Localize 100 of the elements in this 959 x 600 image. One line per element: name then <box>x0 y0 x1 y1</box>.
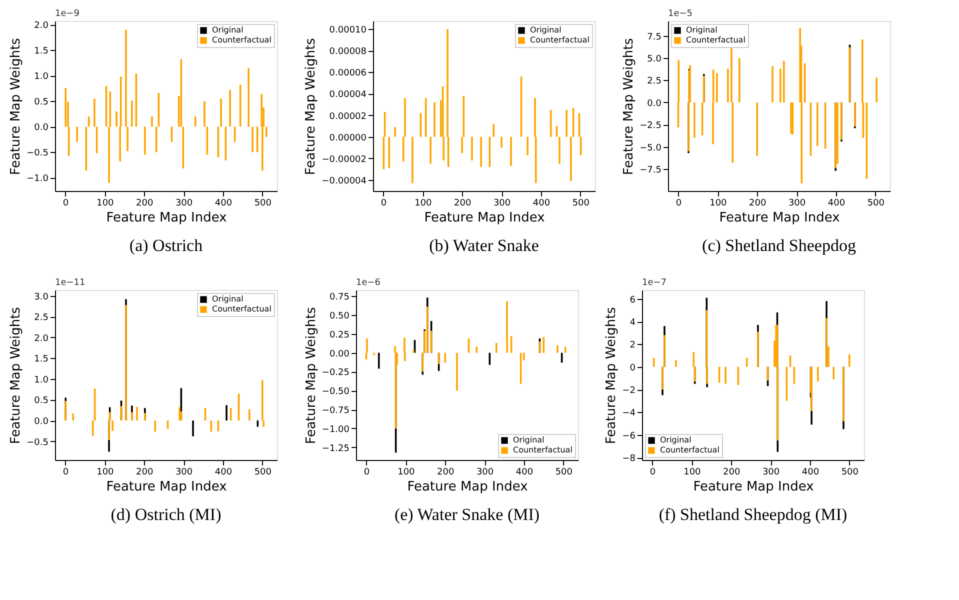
y-tick-label: −0.00002 <box>322 154 366 165</box>
x-tick-label: 100 <box>96 468 114 478</box>
legend-label: Counterfactual <box>660 446 720 454</box>
legend-label: Original <box>530 26 562 34</box>
legend-label: Original <box>660 436 692 444</box>
y-tick-label: −0.5 <box>26 148 48 159</box>
y-tick-label: 0.5 <box>34 396 48 406</box>
text: 1e−6 <box>356 278 381 288</box>
legend-label: Original <box>212 26 244 34</box>
x-axis-title: Feature Map Index <box>106 480 228 494</box>
y-tick-label: 0.50 <box>329 311 350 322</box>
y-axis-title: Feature Map Weights <box>304 306 319 444</box>
y-tick-label: 1.0 <box>34 72 49 82</box>
text: (a) Ostrich <box>129 236 204 255</box>
x-tick-label: 200 <box>749 198 766 208</box>
x-axis-title: Feature Map Index <box>106 210 228 226</box>
y-tick-label: 0.00002 <box>329 112 366 122</box>
x-tick-label: 200 <box>136 198 154 208</box>
y-tick-label: 0 <box>630 363 636 374</box>
x-tick-label: 0 <box>62 468 69 478</box>
y-tick-label: 0.00000 <box>329 133 367 144</box>
y-tick-label: 0.00010 <box>329 26 367 36</box>
x-tick-label: 200 <box>437 468 454 478</box>
y-tick-label: 0.25 <box>329 330 350 340</box>
x-tick-label: 300 <box>788 198 806 208</box>
x-tick-label: 500 <box>555 468 573 478</box>
y-tick-label: −0.00004 <box>322 176 367 186</box>
legend-label: Original <box>686 26 718 34</box>
y-tick-label: 2.5 <box>647 76 662 87</box>
y-tick-label: −8 <box>622 454 636 464</box>
x-tick-label: 100 <box>96 198 114 208</box>
x-tick-label: 500 <box>254 198 272 208</box>
text: (b) Water Snake <box>429 236 539 255</box>
x-tick-label: 100 <box>414 198 432 208</box>
y-tick-label: 0.0 <box>34 417 49 428</box>
text: 1e−9 <box>55 9 80 19</box>
y-tick-label: 0.00 <box>329 349 350 360</box>
x-axis-title: Feature Map Index <box>693 480 814 494</box>
legend-label: Counterfactual <box>513 446 572 454</box>
x-tick-label: 0 <box>380 198 387 208</box>
y-tick-label: 6 <box>630 295 636 306</box>
y-tick-label: 1.5 <box>34 354 48 365</box>
y-tick-label: 0.75 <box>329 292 350 303</box>
x-tick-label: 300 <box>175 468 193 478</box>
y-tick-label: −4 <box>622 408 636 419</box>
x-axis-title: Feature Map Index <box>719 210 840 226</box>
x-tick-label: 200 <box>723 468 740 478</box>
y-axis-title: Feature Map Weights <box>604 306 620 444</box>
y-tick-label: −2.5 <box>640 121 662 132</box>
y-tick-label: −1.00 <box>322 424 350 435</box>
y-tick-label: −0.5 <box>26 438 48 448</box>
y-tick-label: 2.0 <box>34 21 49 32</box>
text: 1e−5 <box>668 9 693 19</box>
x-tick-label: 400 <box>532 198 550 208</box>
y-tick-label: −0.25 <box>322 368 350 378</box>
x-axis-title: Feature Map Index <box>407 480 528 494</box>
x-tick-label: 500 <box>572 198 590 208</box>
y-tick-label: 0.00006 <box>329 68 367 79</box>
y-tick-label: 0.5 <box>34 98 48 108</box>
y-tick-label: 2 <box>630 340 636 351</box>
x-tick-label: 300 <box>476 468 494 478</box>
y-tick-label: −6 <box>622 431 636 442</box>
x-tick-label: 300 <box>493 198 511 208</box>
y-tick-label: 2.0 <box>34 334 49 344</box>
x-tick-label: 200 <box>454 198 472 208</box>
y-axis-title: Feature Map Weights <box>8 306 24 444</box>
y-tick-label: 3.0 <box>34 292 49 302</box>
text: 1e−11 <box>55 278 86 288</box>
y-tick-label: 2.5 <box>34 313 48 324</box>
x-tick-label: 100 <box>398 468 416 478</box>
x-tick-label: 400 <box>802 468 820 478</box>
x-tick-label: 0 <box>62 198 69 208</box>
y-axis-title: Feature Map Weights <box>622 38 637 175</box>
x-tick-label: 400 <box>214 198 232 208</box>
y-tick-label: 0.0 <box>34 123 49 134</box>
x-tick-label: 300 <box>175 198 193 208</box>
text: (d) Ostrich (MI) <box>110 505 222 524</box>
x-tick-label: 100 <box>684 468 702 478</box>
legend-label: Counterfactual <box>530 36 590 44</box>
legend-label: Original <box>513 436 544 444</box>
y-tick-label: 0.00008 <box>329 47 367 58</box>
legend-label: Counterfactual <box>212 36 272 44</box>
legend-label: Counterfactual <box>212 304 272 314</box>
y-tick-label: −0.75 <box>322 406 350 416</box>
legend-label: Counterfactual <box>686 36 746 44</box>
x-tick-label: 400 <box>828 198 846 208</box>
x-tick-label: 300 <box>762 468 780 478</box>
y-tick-label: 4 <box>630 318 636 328</box>
x-tick-label: 400 <box>214 468 232 478</box>
x-tick-label: 400 <box>516 468 534 478</box>
x-tick-label: 0 <box>676 198 682 208</box>
text: (e) Water Snake (MI) <box>394 505 540 524</box>
x-tick-label: 500 <box>254 468 272 478</box>
x-tick-label: 200 <box>136 468 154 478</box>
text: (c) Shetland Sheepdog <box>702 236 856 255</box>
y-tick-label: −0.50 <box>322 387 350 398</box>
y-tick-label: −1.0 <box>26 174 49 184</box>
x-tick-label: 500 <box>841 468 859 478</box>
x-axis-title: Feature Map Index <box>424 210 546 226</box>
y-axis-title: Feature Map Weights <box>304 38 319 175</box>
